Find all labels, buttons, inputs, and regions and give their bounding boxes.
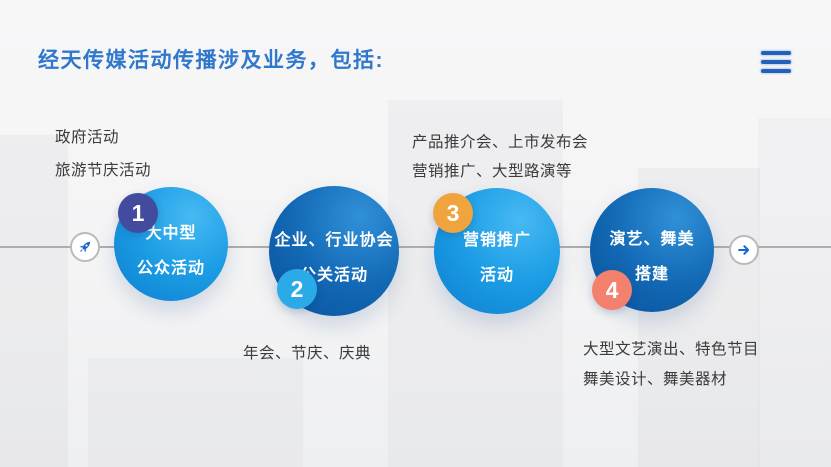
step-number-badge: 2 bbox=[277, 269, 317, 309]
menu-bar bbox=[761, 51, 791, 55]
menu-bar bbox=[761, 60, 791, 64]
step-label: 企业、行业协会 bbox=[274, 231, 394, 249]
step-number-badge: 4 bbox=[592, 270, 632, 310]
step-circle-2: 企业、行业协会 公关活动 bbox=[269, 186, 399, 316]
step-label: 公众活动 bbox=[136, 259, 205, 277]
slide-title: 经天传媒活动传播涉及业务，包括: bbox=[38, 49, 384, 72]
step-label: 搭建 bbox=[634, 265, 669, 283]
step-label: 演艺、舞美 bbox=[609, 230, 695, 248]
hamburger-menu-icon[interactable] bbox=[761, 51, 791, 73]
step-number-badge: 3 bbox=[433, 193, 473, 233]
step-label: 营销推广 bbox=[462, 231, 531, 249]
step-note: 政府活动 bbox=[55, 129, 120, 146]
step-note: 大型文艺演出、特色节目 bbox=[583, 341, 760, 358]
step-label: 大中型 bbox=[145, 224, 197, 242]
timeline-line bbox=[0, 246, 831, 248]
building-silhouette bbox=[758, 118, 831, 467]
arrow-right-icon bbox=[729, 235, 759, 265]
menu-bar bbox=[761, 69, 791, 73]
step-label: 公关活动 bbox=[299, 266, 368, 284]
step-note: 营销推广、大型路演等 bbox=[412, 163, 573, 180]
step-label: 活动 bbox=[479, 266, 514, 284]
step-number-badge: 1 bbox=[118, 193, 158, 233]
step-note: 旅游节庆活动 bbox=[55, 162, 152, 179]
step-note: 舞美设计、舞美器材 bbox=[583, 371, 728, 388]
building-silhouette bbox=[88, 358, 303, 467]
building-silhouette bbox=[0, 135, 68, 467]
rocket-icon bbox=[70, 232, 100, 262]
step-circle-1: 大中型 公众活动 bbox=[114, 187, 228, 301]
step-note: 年会、节庆、庆典 bbox=[243, 345, 372, 362]
step-note: 产品推介会、上市发布会 bbox=[412, 134, 589, 151]
step-circle-4: 演艺、舞美 搭建 bbox=[590, 188, 714, 312]
